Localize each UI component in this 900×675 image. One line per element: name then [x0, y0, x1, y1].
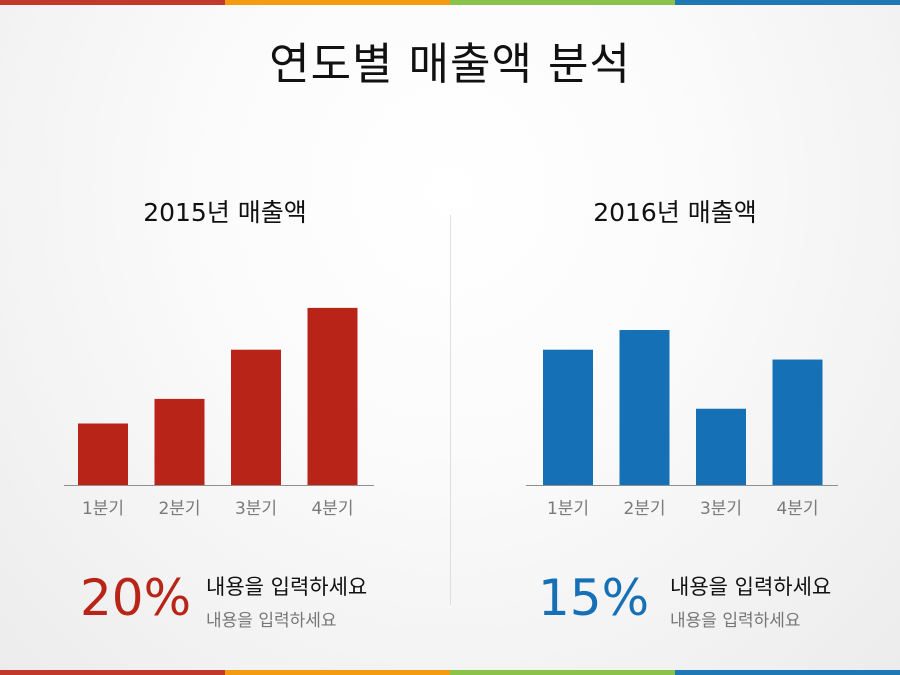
- description-main: 내용을 입력하세요: [670, 575, 832, 599]
- x-tick-label: 2분기: [623, 499, 665, 519]
- description-sub: 내용을 입력하세요: [670, 611, 801, 631]
- chart-panel-2015: 2015년 매출액 1분기 2분기 3분기 4분기 20% 내용을 입력하세요 내용을…: [64, 198, 374, 631]
- chart-panel-2016: 2016년 매출액 1분기 2분기 3분기 4분기 15% 내용을 입력하세요 내용을…: [450, 0, 900, 675]
- x-tick-label: 4분기: [311, 499, 353, 519]
- bar-2분기: [619, 330, 670, 485]
- chart-title: 2016년 매출액: [593, 198, 757, 227]
- bar-1분기: [543, 349, 593, 485]
- x-tick-label: 3분기: [235, 499, 277, 519]
- bar-2분기: [154, 398, 205, 485]
- x-tick-label: 1분기: [547, 499, 589, 519]
- description-main: 내용을 입력하세요: [206, 575, 368, 599]
- stripe-segment: [0, 0, 225, 5]
- stripe-segment: [675, 670, 900, 675]
- growth-percent: 20%: [80, 569, 192, 627]
- chart-title: 2015년 매출액: [143, 198, 307, 227]
- stripe-segment: [675, 0, 900, 5]
- stripe-segment: [450, 670, 675, 675]
- page-title: 연도별 매출액 분석: [269, 39, 631, 90]
- stripe-segment: [225, 670, 450, 675]
- stripe-segment: [225, 0, 450, 5]
- bar-3분기: [231, 349, 281, 485]
- bar-4분기: [772, 359, 823, 485]
- stripe-segment: [0, 670, 225, 675]
- top-color-stripe: [0, 0, 900, 5]
- x-tick-label: 2분기: [158, 499, 200, 519]
- panel-divider: [450, 215, 451, 605]
- bar-1분기: [78, 423, 128, 485]
- description-sub: 내용을 입력하세요: [206, 611, 337, 631]
- x-tick-label: 1분기: [82, 499, 124, 519]
- bar-chart-2016: 1분기 2분기 3분기 4분기: [526, 330, 838, 519]
- bar-3분기: [696, 408, 746, 485]
- stripe-segment: [450, 0, 675, 5]
- x-tick-label: 4분기: [776, 499, 818, 519]
- x-tick-label: 3분기: [700, 499, 742, 519]
- bar-4분기: [307, 307, 358, 485]
- bottom-color-stripe: [0, 670, 900, 675]
- bar-chart-2015: 1분기 2분기 3분기 4분기: [64, 307, 374, 519]
- growth-percent: 15%: [538, 569, 650, 627]
